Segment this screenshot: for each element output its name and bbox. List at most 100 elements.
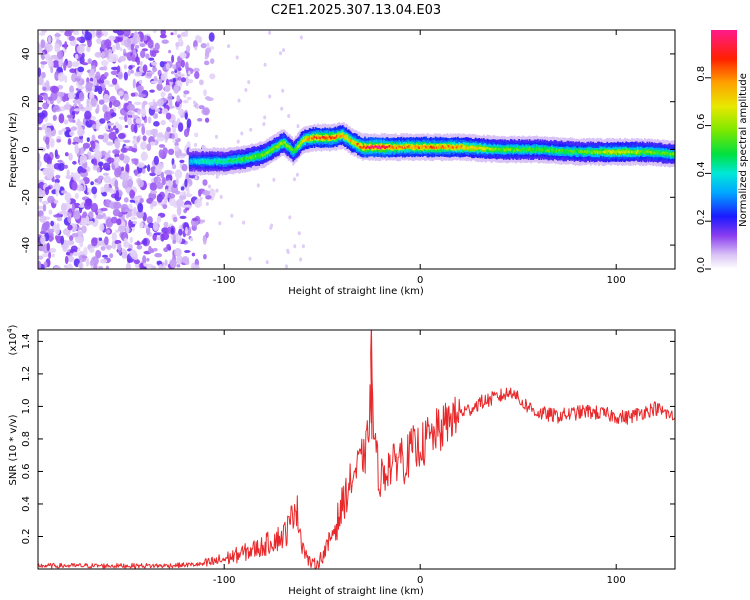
noise-speckle <box>69 40 77 47</box>
noise-speckle <box>172 233 177 242</box>
ridge-cell <box>340 134 343 138</box>
noise-speckle <box>97 175 102 185</box>
ridge-cell <box>613 150 616 154</box>
ridge-cell <box>579 150 582 153</box>
snr-multiplier-exponent: 4 <box>6 328 14 333</box>
ridge-cell <box>493 148 496 151</box>
ridge-cell <box>545 149 547 153</box>
ridge-cell <box>537 149 539 152</box>
noise-speckle <box>184 112 188 120</box>
noise-speckle <box>148 57 155 61</box>
noise-speckle <box>149 182 158 192</box>
noise-speckle <box>156 236 161 240</box>
ridge-cell <box>411 146 413 150</box>
noise-speckle <box>123 64 127 70</box>
noise-speckle <box>158 144 166 148</box>
ridge-cell <box>346 137 349 140</box>
ridge-cell <box>642 151 645 154</box>
noise-speckle <box>58 68 63 72</box>
noise-speckle <box>248 256 252 261</box>
ridge-cell <box>444 146 446 150</box>
ridge-cell <box>260 153 263 156</box>
ridge-cell <box>244 157 246 163</box>
noise-speckle <box>130 216 138 220</box>
ridge-cell <box>257 154 259 157</box>
ridge-cell <box>280 141 283 145</box>
noise-speckle <box>139 221 144 229</box>
ridge-cell <box>284 141 286 148</box>
noise-speckle <box>64 255 69 265</box>
ridge-cell <box>393 145 396 148</box>
noise-speckle <box>132 48 136 55</box>
noise-speckle <box>121 171 129 182</box>
noise-speckle <box>69 85 74 94</box>
noise-speckle <box>280 106 284 111</box>
noise-speckle <box>127 103 135 111</box>
spectrogram-axes: -100 0 100 -40 -20 0 20 40 <box>21 30 675 286</box>
noise-speckle <box>50 220 54 227</box>
ridge-cell <box>277 142 279 148</box>
ridge-cell <box>480 146 483 150</box>
noise-speckle <box>118 55 127 62</box>
noise-speckle <box>174 142 179 147</box>
noise-speckle <box>50 66 54 74</box>
y-tick-label: 0.2 <box>21 529 32 545</box>
noise-speckle <box>208 32 215 42</box>
noise-speckle <box>100 60 109 66</box>
noise-speckle <box>134 44 140 49</box>
ridge-cell <box>303 139 305 142</box>
ridge-cell <box>206 160 209 163</box>
ridge-cell <box>308 136 311 139</box>
noise-speckle <box>152 30 157 34</box>
ridge-cell <box>332 136 335 139</box>
noise-speckle <box>161 108 169 115</box>
noise-speckle <box>57 72 66 82</box>
noise-speckle <box>47 228 55 234</box>
noise-speckle <box>150 190 157 194</box>
noise-speckle <box>55 235 58 241</box>
ridge-cell <box>371 145 373 148</box>
colorbar-tick-label: 0.2 <box>696 209 707 225</box>
ridge-cell <box>633 151 636 154</box>
ridge-cell <box>427 145 430 148</box>
noise-speckle <box>285 264 288 269</box>
noise-speckle <box>41 71 46 79</box>
noise-speckle <box>174 133 178 140</box>
noise-speckle <box>97 85 103 95</box>
ridge-cell <box>207 159 210 162</box>
ridge-cell <box>200 160 203 163</box>
ridge-cell <box>233 158 236 161</box>
ridge-cell <box>555 149 558 153</box>
ridge-cell <box>538 148 540 151</box>
noise-speckle <box>210 58 215 64</box>
noise-speckle <box>281 88 285 93</box>
ridge-cell <box>625 150 627 153</box>
noise-speckle <box>99 118 106 124</box>
noise-speckle <box>205 195 212 200</box>
noise-speckle <box>54 43 61 53</box>
noise-speckle <box>137 202 144 213</box>
noise-speckle <box>147 222 155 228</box>
noise-speckle <box>160 119 166 126</box>
noise-speckle <box>117 71 123 80</box>
ridge-cell <box>188 159 191 162</box>
ridge-cell <box>624 151 626 154</box>
noise-speckle <box>72 160 77 165</box>
ridge-cell <box>212 159 215 162</box>
noise-speckle <box>69 130 75 137</box>
noise-speckle <box>186 96 192 101</box>
noise-speckle <box>215 174 219 179</box>
noise-speckle <box>156 83 163 91</box>
noise-speckle <box>140 141 147 150</box>
noise-speckle <box>38 106 43 111</box>
noise-speckle <box>95 71 101 80</box>
ridge-cell <box>647 150 650 153</box>
ridge-cell <box>451 146 453 149</box>
ridge-cell <box>491 148 493 151</box>
noise-speckle <box>64 30 72 37</box>
ridge-cell <box>467 147 470 150</box>
noise-speckle <box>76 184 84 192</box>
ridge-cell <box>387 145 390 148</box>
ridge-cell <box>460 145 463 148</box>
ridge-cell <box>258 153 261 156</box>
